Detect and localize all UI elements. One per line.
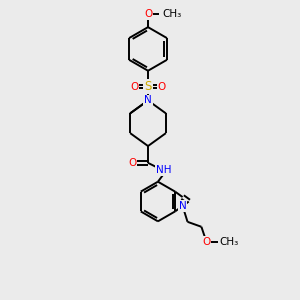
Text: N: N — [144, 95, 152, 106]
Text: O: O — [128, 158, 136, 168]
Text: S: S — [144, 80, 152, 93]
Text: NH: NH — [156, 165, 172, 175]
Text: O: O — [158, 82, 166, 92]
Text: O: O — [144, 9, 152, 19]
Text: N: N — [179, 201, 187, 211]
Text: O: O — [130, 82, 138, 92]
Text: O: O — [202, 237, 211, 247]
Text: CH₃: CH₃ — [219, 237, 238, 247]
Text: CH₃: CH₃ — [162, 9, 181, 19]
